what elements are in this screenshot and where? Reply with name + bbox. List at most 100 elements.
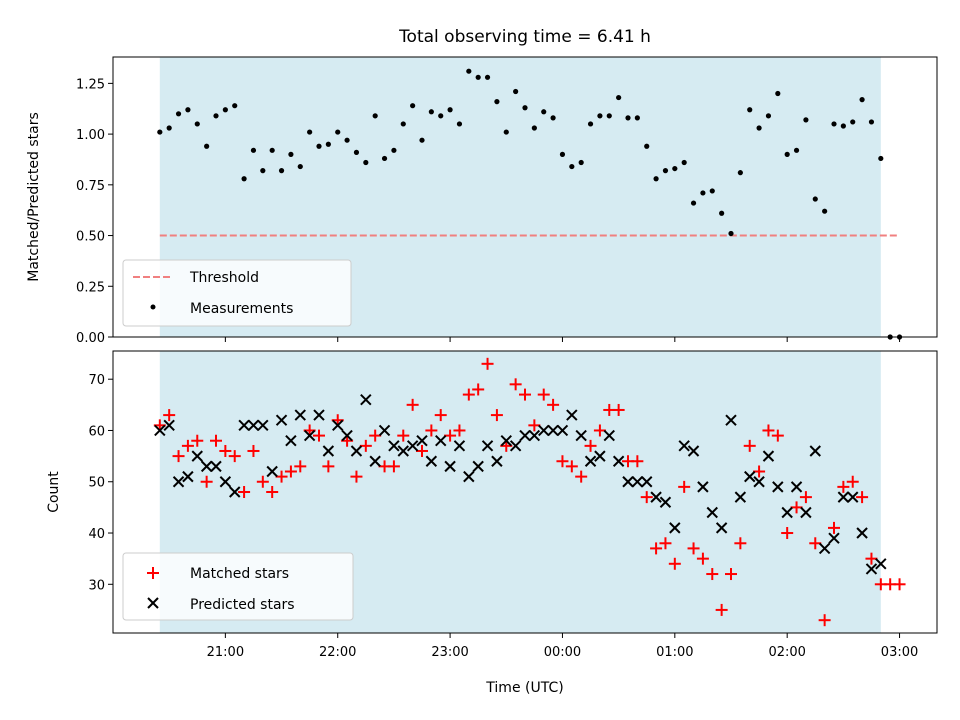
predicted-star-point [275,414,288,426]
measurement-point [522,105,528,111]
measurement-point [756,125,762,131]
predicted-mark-b [781,506,793,519]
predicted-star-point [425,455,438,467]
measurement-point [868,119,875,125]
matched-star-point [387,460,400,473]
matched-legend-swatch [147,567,159,579]
y-tick-label: 60 [88,424,105,439]
count-plot-frame [112,350,938,634]
predicted-star-point [303,429,316,442]
x-tick-label: 02:00 [768,645,805,660]
predicted-star-point [191,450,203,462]
predicted-star-point [678,440,690,452]
y-tick-label: 1.25 [76,77,105,92]
predicted-star-point [341,429,353,442]
predicted-mark-b [154,424,166,437]
matched-star-point [462,388,475,401]
predicted-mark-b [687,445,700,457]
measurement-point [466,68,472,74]
predicted-star-point [285,435,297,447]
y-tick-label: 40 [88,527,105,542]
measurement-point [288,151,294,157]
predicted-star-point [229,486,241,498]
matched-star-point [734,537,747,550]
predicted-mark-b [612,455,625,467]
predicted-mark-b [266,465,278,478]
predicted-star-point [818,542,831,555]
matched-star-point [584,439,597,452]
matched-star-point [397,429,410,442]
matched-star-point [294,460,307,473]
measurement-point [606,113,612,119]
ratio-legend-box [122,259,352,327]
predicted-star-point [360,394,372,406]
predicted-star-point [397,445,409,457]
predicted-star-point [481,440,494,452]
matched-star-point [743,439,756,452]
measurement-point [578,159,584,166]
predicted-mark-b [369,455,381,467]
measurement-point [269,147,275,153]
measurement-point [410,103,416,109]
predicted-mark-b [837,491,850,503]
y-tick-label: 50 [88,476,105,491]
measurement-point [494,99,500,105]
predicted-legend-label: Predicted stars [190,597,295,613]
measurement-point [372,113,378,119]
predicted-star-point [219,476,232,488]
threshold-legend-label: Threshold [189,270,259,286]
predicted-star-point [622,476,634,488]
measurement-point [822,208,828,214]
matched-star-point [425,424,438,437]
predicted-mark-b [622,476,634,488]
measurement-point [428,109,434,115]
measurement-point [681,159,687,166]
measurement-point [597,113,603,119]
matched-star-point [200,475,213,488]
count-legend-box [122,552,354,621]
predicted-mark-b [556,424,569,437]
predicted-mark-b [303,429,316,442]
predicted-star-point [266,465,278,478]
matched-star-point [706,568,719,581]
predicted-mark-b [725,414,737,426]
count-marks [153,357,906,627]
predicted-mark-b [500,435,512,447]
predicted-mark-b [463,470,475,483]
measurement-point [325,141,331,147]
measurement-point [550,115,556,121]
matched-star-point [696,552,709,565]
measurement-point [569,163,575,170]
matched-star-point [191,434,204,447]
matched-star-point [481,357,494,370]
predicted-mark-b [762,450,775,462]
predicted-mark-b [453,440,466,452]
measurement-point [419,137,425,143]
predicted-star-point [154,424,166,437]
predicted-mark-b [566,409,578,421]
measurement-point [484,74,491,80]
predicted-mark-b [706,506,718,519]
predicted-star-point [566,409,578,421]
measurement-point [653,176,659,182]
matched-star-point [256,475,269,488]
predicted-star-point [463,470,475,483]
predicted-star-point [210,460,222,473]
predicted-mark-b [715,522,728,534]
predicted-star-point [453,440,466,452]
measurement-point [775,90,781,97]
matched-star-point [790,501,803,514]
predicted-legend-swatch [147,597,159,609]
predicted-star-point [809,445,821,457]
matched-star-point [238,486,251,498]
predicted-mark-b [631,476,644,488]
y-tick-label: 0.25 [76,280,105,295]
predicted-mark-b [641,476,653,488]
matched-star-point [219,444,232,457]
predicted-mark-b [856,527,868,539]
predicted-mark-b [697,481,709,493]
matched-star-point [444,429,457,442]
measurements-legend-swatch [150,304,156,310]
x-tick-label: 03:00 [881,645,918,660]
predicted-star-point [350,445,363,457]
